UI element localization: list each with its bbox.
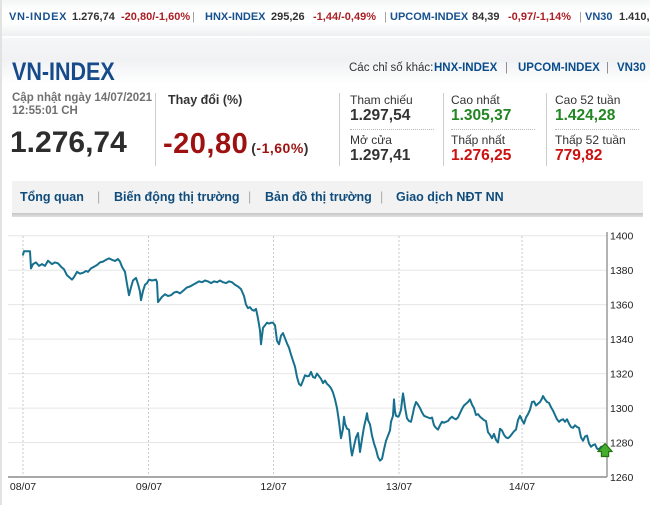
svg-text:1340: 1340 [610, 334, 634, 346]
svg-text:1360: 1360 [610, 300, 634, 312]
svg-text:1280: 1280 [610, 438, 634, 450]
svg-text:08/07: 08/07 [10, 481, 36, 493]
svg-text:12/07: 12/07 [260, 481, 286, 493]
svg-text:1380: 1380 [610, 265, 634, 277]
svg-text:14/07: 14/07 [509, 481, 535, 493]
svg-text:09/07: 09/07 [136, 481, 162, 493]
svg-text:1300: 1300 [610, 403, 634, 415]
svg-text:13/07: 13/07 [386, 481, 412, 493]
svg-text:1320: 1320 [610, 369, 634, 381]
svg-text:1260: 1260 [610, 472, 634, 484]
svg-text:1400: 1400 [610, 231, 634, 243]
